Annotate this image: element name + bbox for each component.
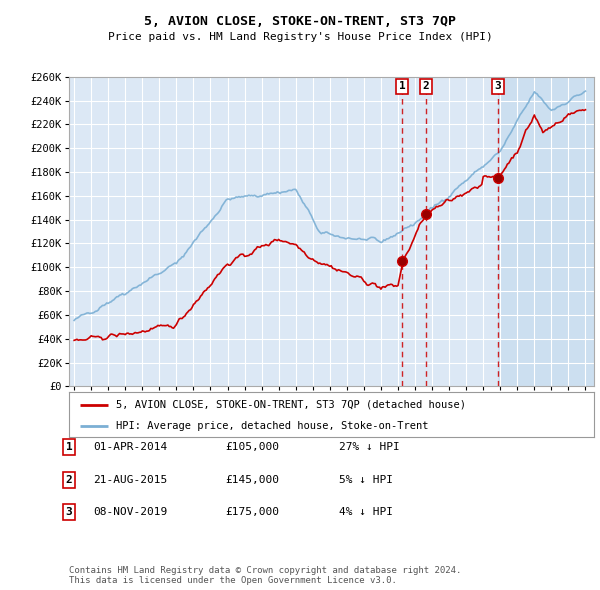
Text: 1: 1 (399, 81, 406, 91)
Text: 3: 3 (65, 507, 73, 517)
Text: 08-NOV-2019: 08-NOV-2019 (93, 507, 167, 517)
Text: 21-AUG-2015: 21-AUG-2015 (93, 475, 167, 484)
Text: 27% ↓ HPI: 27% ↓ HPI (339, 442, 400, 452)
Text: Price paid vs. HM Land Registry's House Price Index (HPI): Price paid vs. HM Land Registry's House … (107, 32, 493, 42)
Text: Contains HM Land Registry data © Crown copyright and database right 2024.
This d: Contains HM Land Registry data © Crown c… (69, 566, 461, 585)
Text: £175,000: £175,000 (225, 507, 279, 517)
Text: 01-APR-2014: 01-APR-2014 (93, 442, 167, 452)
Text: 2: 2 (65, 475, 73, 484)
Text: 1: 1 (65, 442, 73, 452)
Text: £145,000: £145,000 (225, 475, 279, 484)
Text: HPI: Average price, detached house, Stoke-on-Trent: HPI: Average price, detached house, Stok… (116, 421, 429, 431)
Text: 3: 3 (494, 81, 501, 91)
Text: £105,000: £105,000 (225, 442, 279, 452)
Text: 5, AVION CLOSE, STOKE-ON-TRENT, ST3 7QP: 5, AVION CLOSE, STOKE-ON-TRENT, ST3 7QP (144, 15, 456, 28)
Text: 5% ↓ HPI: 5% ↓ HPI (339, 475, 393, 484)
Text: 2: 2 (422, 81, 430, 91)
Text: 4% ↓ HPI: 4% ↓ HPI (339, 507, 393, 517)
Text: 5, AVION CLOSE, STOKE-ON-TRENT, ST3 7QP (detached house): 5, AVION CLOSE, STOKE-ON-TRENT, ST3 7QP … (116, 400, 466, 409)
Bar (497, 77, 594, 386)
